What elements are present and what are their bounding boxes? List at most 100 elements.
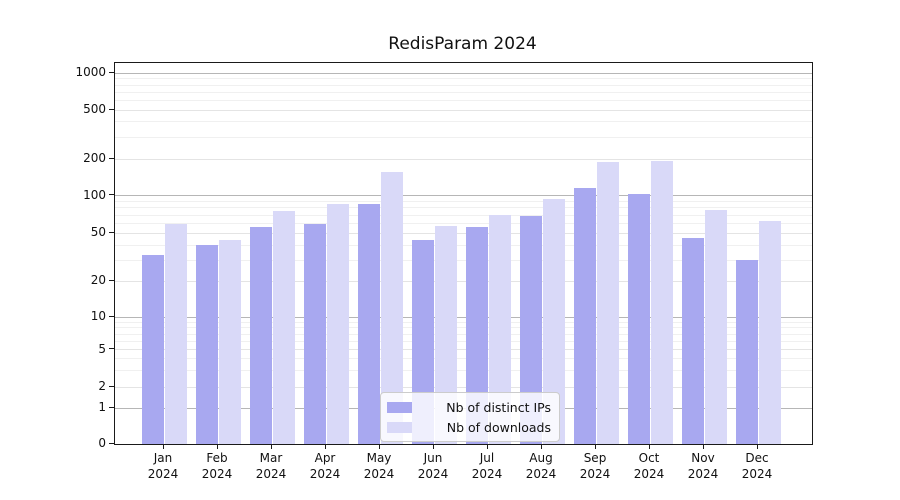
x-tick-mark bbox=[540, 444, 542, 449]
bar-downloads bbox=[164, 224, 187, 444]
x-tick-label: Jun 2024 bbox=[398, 450, 468, 482]
minor-gridline bbox=[115, 259, 812, 261]
x-tick-mark bbox=[432, 444, 434, 449]
minor-gridline bbox=[115, 136, 812, 138]
y-tick-mark bbox=[109, 279, 114, 281]
x-tick-label: Dec 2024 bbox=[722, 450, 792, 482]
minor-gridline bbox=[115, 222, 812, 224]
bar-distinct-ips bbox=[195, 245, 218, 444]
minor-gridline bbox=[115, 84, 812, 86]
bar-downloads bbox=[434, 226, 457, 444]
x-tick-mark bbox=[216, 444, 218, 449]
x-tick-label: Sep 2024 bbox=[560, 450, 630, 482]
x-label-year: 2024 bbox=[579, 467, 611, 481]
bar-downloads bbox=[488, 215, 511, 444]
minor-gridline bbox=[115, 321, 812, 323]
minor-gridline bbox=[115, 121, 812, 123]
x-tick-label: Oct 2024 bbox=[614, 450, 684, 482]
y-tick-mark bbox=[109, 231, 114, 233]
y-tick-label: 100 bbox=[83, 187, 106, 202]
x-tick-mark bbox=[702, 444, 704, 449]
x-label-year: 2024 bbox=[687, 467, 719, 481]
bar-downloads bbox=[326, 203, 349, 444]
minor-gridline bbox=[115, 207, 812, 209]
x-tick-mark bbox=[324, 444, 326, 449]
legend-label-downloads: Nb of downloads bbox=[446, 419, 551, 435]
y-tick-label: 2 bbox=[98, 379, 106, 394]
y-tick-label: 0 bbox=[98, 436, 106, 450]
x-label-month: Apr bbox=[314, 451, 336, 465]
x-label-month: Mar bbox=[259, 451, 283, 465]
bar-distinct-ips bbox=[357, 203, 380, 444]
x-label-month: Oct bbox=[638, 451, 660, 465]
x-tick-label: Apr 2024 bbox=[290, 450, 360, 482]
bar-distinct-ips bbox=[303, 224, 326, 444]
x-label-year: 2024 bbox=[741, 467, 773, 481]
legend-swatch-downloads bbox=[387, 421, 412, 433]
bar-distinct-ips bbox=[573, 188, 596, 444]
bar-distinct-ips bbox=[141, 255, 164, 444]
minor-gridline bbox=[115, 327, 812, 329]
legend: Nb of distinct IPs Nb of downloads bbox=[380, 392, 560, 442]
y-tick-mark bbox=[109, 157, 114, 159]
bar-downloads bbox=[596, 162, 619, 444]
major-gridline bbox=[115, 72, 812, 74]
legend-label-distinct-ips: Nb of distinct IPs bbox=[446, 399, 551, 415]
bar-downloads bbox=[542, 198, 565, 444]
bar-distinct-ips bbox=[465, 227, 488, 444]
minor-gridline bbox=[115, 370, 812, 372]
x-label-month: Dec bbox=[745, 451, 769, 465]
x-label-month: Jun bbox=[423, 451, 443, 465]
y-tick-mark bbox=[109, 315, 114, 317]
minor-gridline bbox=[115, 358, 812, 360]
y-tick-mark bbox=[109, 108, 114, 110]
minor-gridline bbox=[115, 333, 812, 335]
x-tick-label: May 2024 bbox=[344, 450, 414, 482]
minor-gridline bbox=[115, 99, 812, 101]
minor-gridline bbox=[115, 244, 812, 246]
minor-gridline bbox=[115, 91, 812, 93]
chart-title: RedisParam 2024 bbox=[388, 34, 537, 54]
x-label-month: Jan bbox=[153, 451, 173, 465]
y-tick-label: 500 bbox=[83, 102, 106, 116]
bar-downloads bbox=[650, 160, 673, 444]
x-label-month: Nov bbox=[691, 451, 715, 465]
x-label-year: 2024 bbox=[309, 467, 341, 481]
minor-gridline bbox=[115, 78, 812, 80]
x-label-year: 2024 bbox=[201, 467, 233, 481]
bar-distinct-ips bbox=[519, 215, 542, 444]
y-tick-mark bbox=[109, 194, 114, 196]
x-label-month: May bbox=[366, 451, 392, 465]
bar-downloads bbox=[218, 240, 241, 444]
plot-area: Nb of distinct IPs Nb of downloads bbox=[114, 62, 813, 445]
tick-gridline bbox=[115, 349, 812, 351]
bar-distinct-ips bbox=[627, 194, 650, 444]
x-tick-label: Nov 2024 bbox=[668, 450, 738, 482]
x-label-month: Feb bbox=[206, 451, 228, 465]
bar-distinct-ips bbox=[681, 237, 704, 444]
minor-gridline bbox=[115, 214, 812, 216]
x-label-year: 2024 bbox=[525, 467, 557, 481]
x-tick-mark bbox=[594, 444, 596, 449]
y-tick-mark bbox=[109, 442, 114, 444]
x-label-month: Sep bbox=[583, 451, 607, 465]
tick-gridline bbox=[115, 158, 812, 160]
y-tick-label: 50 bbox=[90, 225, 106, 240]
y-tick-label: 200 bbox=[83, 151, 106, 165]
x-label-year: 2024 bbox=[147, 467, 179, 481]
x-label-year: 2024 bbox=[471, 467, 503, 481]
x-tick-label: Jul 2024 bbox=[452, 450, 522, 482]
x-tick-mark bbox=[162, 444, 164, 449]
bar-distinct-ips bbox=[735, 260, 758, 444]
x-tick-mark bbox=[648, 444, 650, 449]
tick-gridline bbox=[115, 109, 812, 111]
y-tick-label: 10 bbox=[90, 309, 106, 324]
bar-downloads bbox=[704, 209, 727, 444]
x-label-year: 2024 bbox=[417, 467, 449, 481]
x-tick-label: Jan 2024 bbox=[128, 450, 198, 482]
tick-gridline bbox=[115, 386, 812, 388]
x-tick-mark bbox=[270, 444, 272, 449]
major-gridline bbox=[115, 195, 812, 197]
y-tick-label: 5 bbox=[98, 341, 106, 356]
